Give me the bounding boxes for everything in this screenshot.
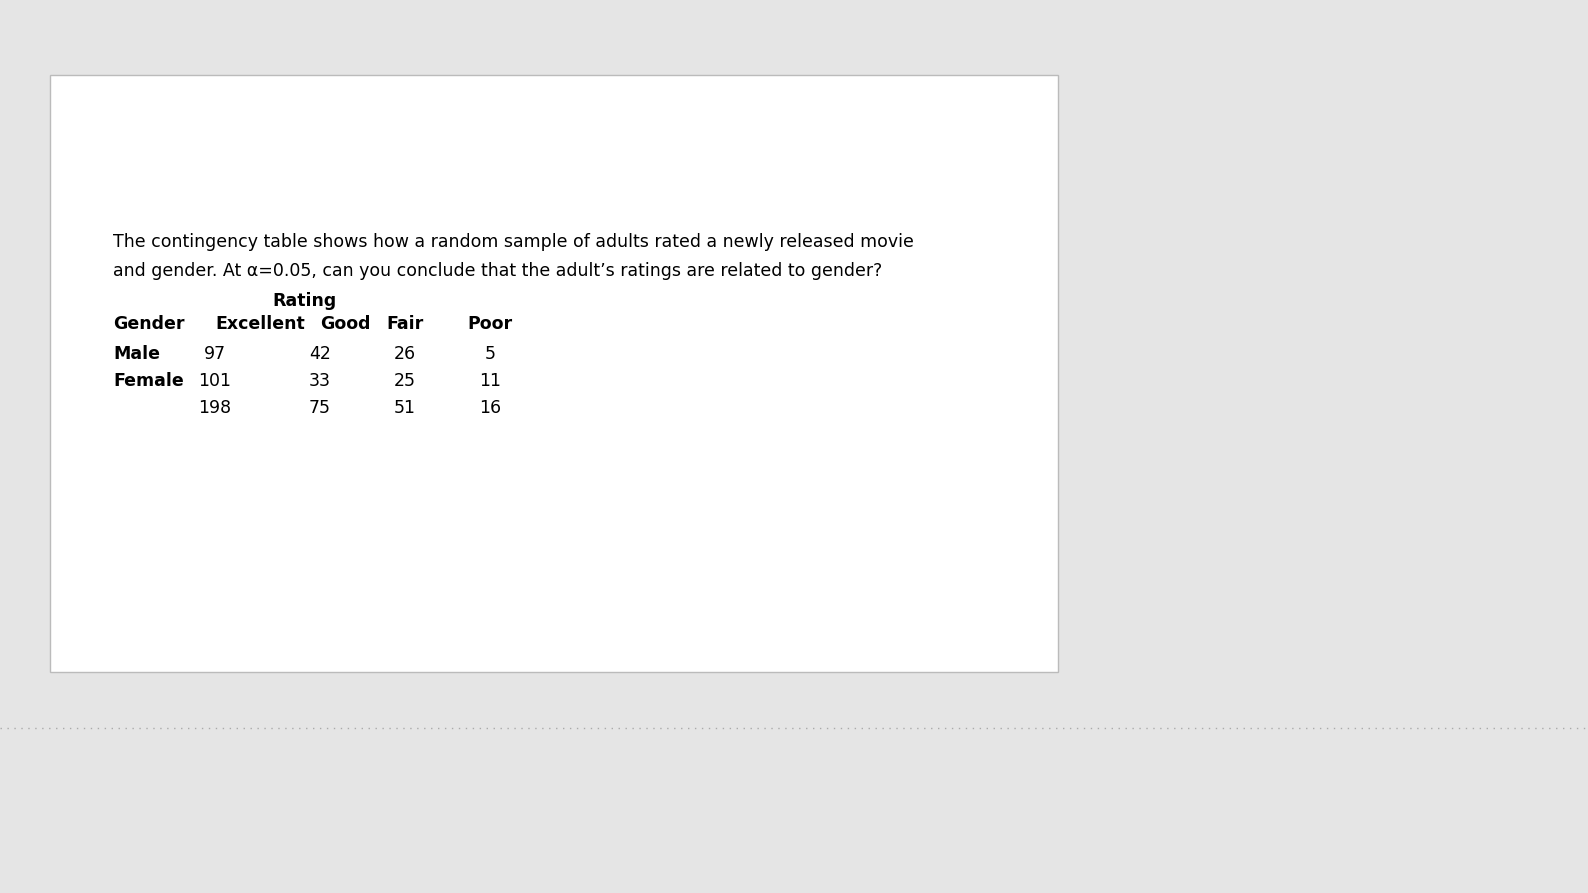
FancyBboxPatch shape	[49, 75, 1058, 672]
Text: 97: 97	[203, 345, 225, 363]
Text: Fair: Fair	[386, 315, 424, 333]
Text: The contingency table shows how a random sample of adults rated a newly released: The contingency table shows how a random…	[113, 233, 913, 251]
Text: 5: 5	[484, 345, 495, 363]
Text: Gender: Gender	[113, 315, 184, 333]
Text: and gender. At α=0.05, can you conclude that the adult’s ratings are related to : and gender. At α=0.05, can you conclude …	[113, 262, 883, 280]
Text: 25: 25	[394, 372, 416, 390]
Text: Good: Good	[321, 315, 370, 333]
Text: 11: 11	[480, 372, 500, 390]
Text: 26: 26	[394, 345, 416, 363]
Text: Poor: Poor	[467, 315, 513, 333]
Text: 198: 198	[198, 399, 232, 417]
Text: 42: 42	[310, 345, 330, 363]
Text: Excellent: Excellent	[214, 315, 305, 333]
Text: 75: 75	[310, 399, 330, 417]
Text: 16: 16	[480, 399, 502, 417]
Text: Male: Male	[113, 345, 160, 363]
Text: 33: 33	[310, 372, 330, 390]
Text: Female: Female	[113, 372, 184, 390]
Text: 101: 101	[198, 372, 232, 390]
Text: Rating: Rating	[273, 292, 337, 310]
Text: 51: 51	[394, 399, 416, 417]
